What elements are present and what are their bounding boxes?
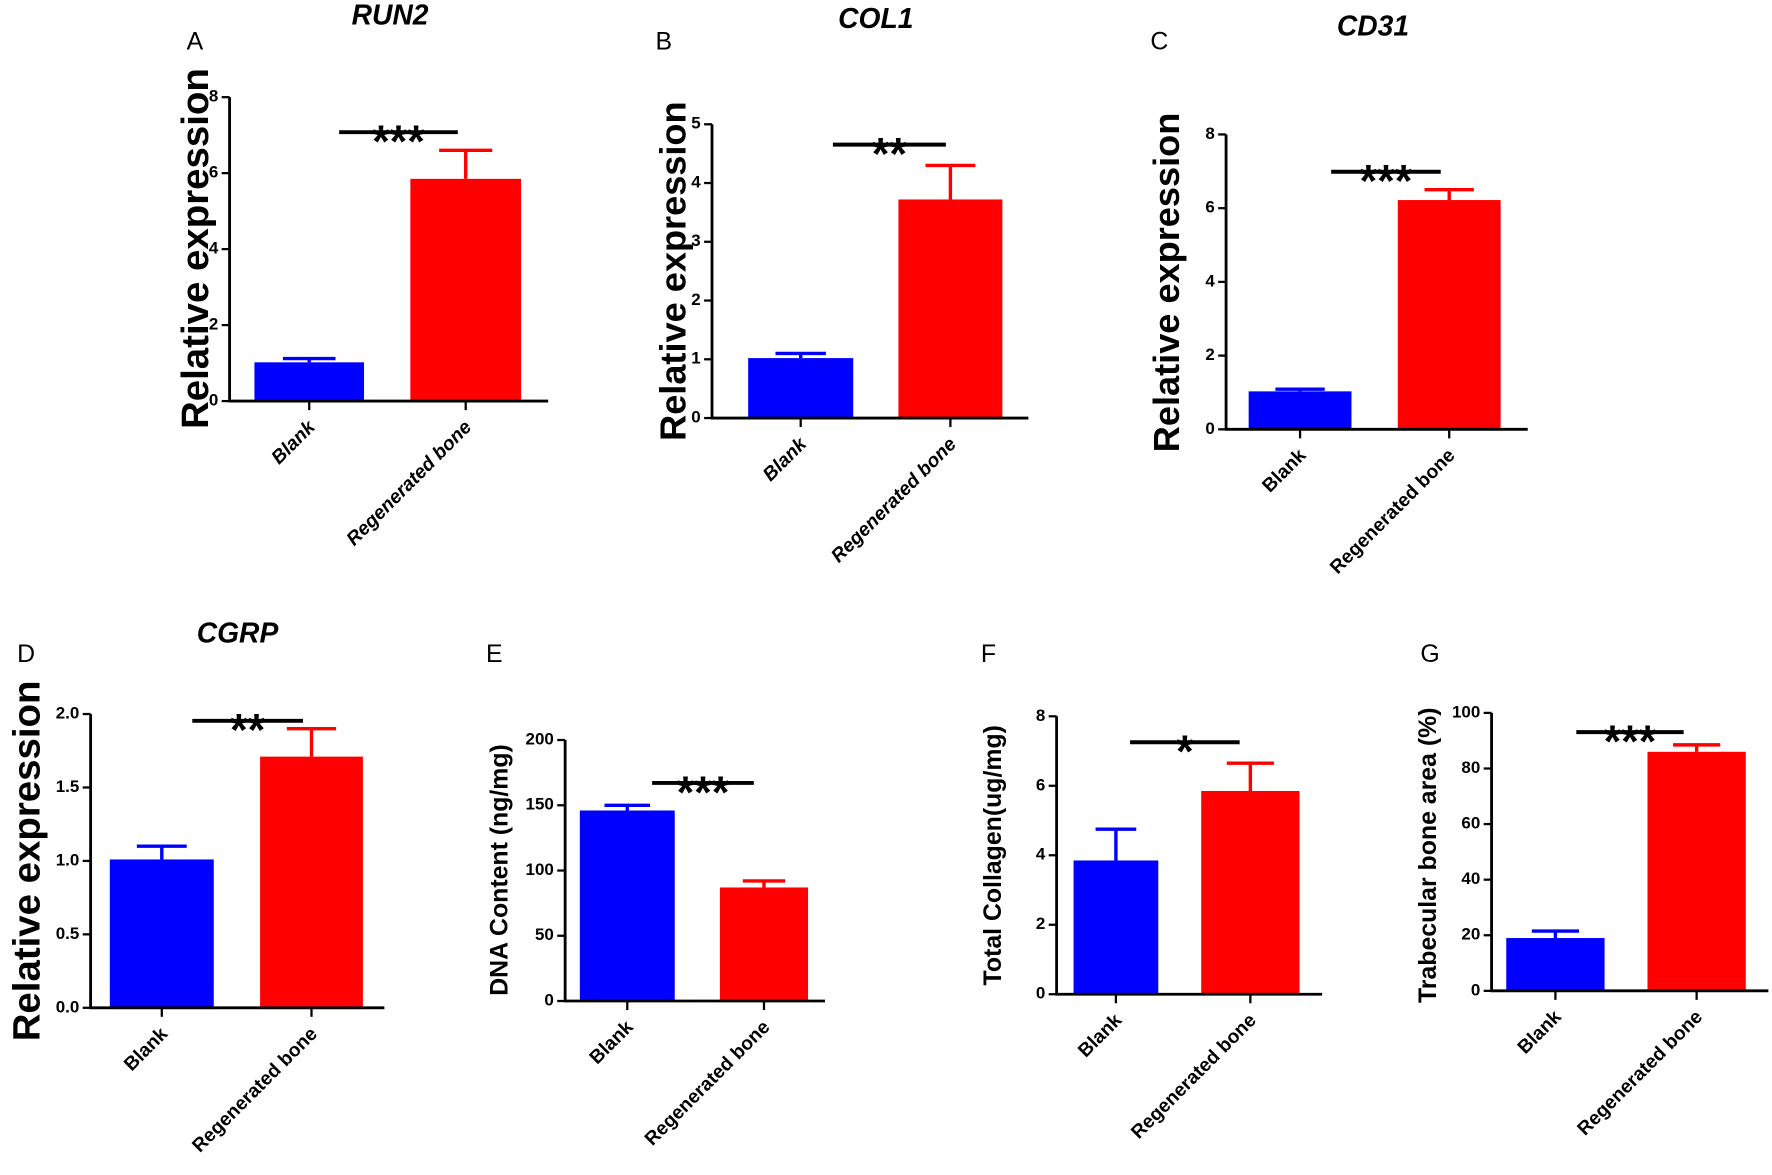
y-tick-label: 0 [209, 391, 218, 410]
chart-title: CGRP [197, 616, 279, 648]
y-tick-label: 5 [691, 114, 700, 133]
panel-b: B COL1 Relative expression Blank Regenerated… [652, 2, 1029, 567]
y-tick-label: 6 [1205, 198, 1214, 217]
y-tick-label: 100 [526, 860, 554, 879]
bar-regenerated-bone [1647, 751, 1746, 991]
y-axis-label: Relative expression [652, 101, 693, 441]
panel-letter: B [656, 28, 673, 55]
y-tick-label: 2 [691, 290, 700, 309]
y-tick-label: 60 [1461, 814, 1480, 833]
panel-letter: E [486, 641, 503, 668]
significance-stars: *** [1604, 716, 1657, 767]
y-axis-label: Relative expression [174, 68, 217, 429]
y-axis-label: Total Collagen(ug/mg) [980, 725, 1007, 985]
bar-blank [1506, 938, 1605, 991]
y-tick-label: 1 [691, 349, 700, 368]
panel-letter: F [981, 641, 996, 668]
y-tick-label: 6 [1036, 775, 1045, 794]
bar-regenerated-bone [898, 199, 1003, 419]
y-tick-label: 20 [1461, 925, 1480, 944]
y-tick-label: 4 [209, 239, 219, 258]
x-tick-label: Regenerated bone [1326, 445, 1459, 578]
significance-stars: *** [372, 116, 425, 167]
panel-c: C CD31 Relative expression Blank Regenerated… [1146, 10, 1528, 578]
y-tick-label: 0 [1471, 980, 1480, 999]
bar-regenerated-bone [410, 178, 522, 402]
panel-d: D CGRP Relative expression Blank Regenerated… [6, 616, 385, 1157]
x-tick-label: Regenerated bone [1127, 1010, 1260, 1143]
bar-blank [579, 810, 675, 1002]
bar-regenerated-bone [1201, 790, 1300, 995]
y-tick-label: 0 [1036, 984, 1045, 1003]
x-tick-label: Blank [586, 1017, 638, 1069]
significance-stars: *** [1360, 156, 1413, 207]
bar-regenerated-bone [260, 756, 363, 1008]
y-tick-label: 0.5 [56, 924, 80, 943]
x-tick-label: Blank [268, 416, 321, 469]
y-axis-label: Relative expression [1146, 113, 1187, 453]
chart-title: COL1 [838, 2, 913, 34]
significance-stars: ** [230, 705, 266, 756]
bar-regenerated-bone [719, 887, 809, 1002]
significance-stars: * [1176, 726, 1194, 777]
y-tick-label: 2 [209, 315, 218, 334]
y-tick-label: 40 [1461, 869, 1480, 888]
y-tick-label: 200 [526, 729, 554, 748]
significance-stars: ** [872, 128, 908, 179]
y-tick-label: 8 [1036, 706, 1045, 725]
y-tick-label: 8 [1205, 124, 1214, 143]
y-tick-label: 80 [1461, 758, 1480, 777]
bar-blank [254, 362, 365, 402]
panel-letter: A [187, 28, 204, 55]
panel-a: A RUN2 Relative expression Blank Regenerated… [174, 0, 549, 550]
y-tick-label: 2 [1205, 345, 1214, 364]
chart-title: RUN2 [352, 0, 429, 30]
y-tick-label: 8 [209, 87, 218, 106]
x-tick-label: Blank [1074, 1010, 1126, 1062]
x-tick-label: Regenerated bone [189, 1023, 322, 1156]
y-tick-label: 2 [1036, 914, 1045, 933]
x-tick-label: Regenerated bone [827, 434, 960, 567]
significance-stars: *** [677, 767, 730, 818]
chart-title: CD31 [1337, 10, 1409, 42]
x-tick-label: Blank [1259, 445, 1311, 497]
y-tick-label: 50 [535, 925, 554, 944]
bar-regenerated-bone [1397, 200, 1501, 430]
y-tick-label: 4 [1205, 271, 1215, 290]
y-tick-label: 1.5 [56, 777, 80, 796]
bar-blank [748, 358, 854, 419]
panel-e: E DNA Content (ng/mg) Blank Regenerated bon… [486, 641, 825, 1150]
panel-letter: D [17, 641, 35, 668]
panel-letter: G [1420, 641, 1439, 668]
y-tick-label: 2.0 [56, 704, 80, 723]
x-tick-label: Regenerated bone [641, 1017, 774, 1150]
y-tick-label: 3 [691, 231, 700, 250]
panel-f: F Total Collagen(ug/mg) Blank Regenerated b… [980, 641, 1323, 1143]
y-tick-label: 100 [1452, 702, 1480, 721]
y-tick-label: 0.0 [56, 997, 80, 1016]
y-tick-label: 1.0 [56, 850, 80, 869]
x-tick-label: Blank [759, 433, 812, 486]
y-axis-label: DNA Content (ng/mg) [486, 744, 513, 996]
x-tick-label: Regenerated bone [343, 417, 476, 550]
y-axis-label: Relative expression [6, 681, 49, 1042]
y-tick-label: 6 [209, 163, 218, 182]
panel-g: G Trabecular bone area (%) Blank Regenerate… [1415, 641, 1769, 1140]
x-tick-label: Blank [120, 1023, 172, 1075]
bar-blank [1073, 860, 1159, 995]
y-tick-label: 150 [526, 795, 554, 814]
y-tick-label: 0 [1205, 419, 1214, 438]
y-axis-label: Trabecular bone area (%) [1415, 708, 1442, 1003]
y-tick-label: 0 [691, 407, 700, 426]
y-tick-label: 4 [691, 172, 701, 191]
bar-blank [1248, 391, 1352, 430]
x-tick-label: Regenerated bone [1574, 1006, 1707, 1139]
y-tick-label: 4 [1036, 845, 1046, 864]
bar-blank [109, 859, 214, 1008]
y-tick-label: 0 [544, 990, 553, 1009]
panel-letter: C [1150, 28, 1168, 55]
x-tick-label: Blank [1514, 1006, 1566, 1058]
